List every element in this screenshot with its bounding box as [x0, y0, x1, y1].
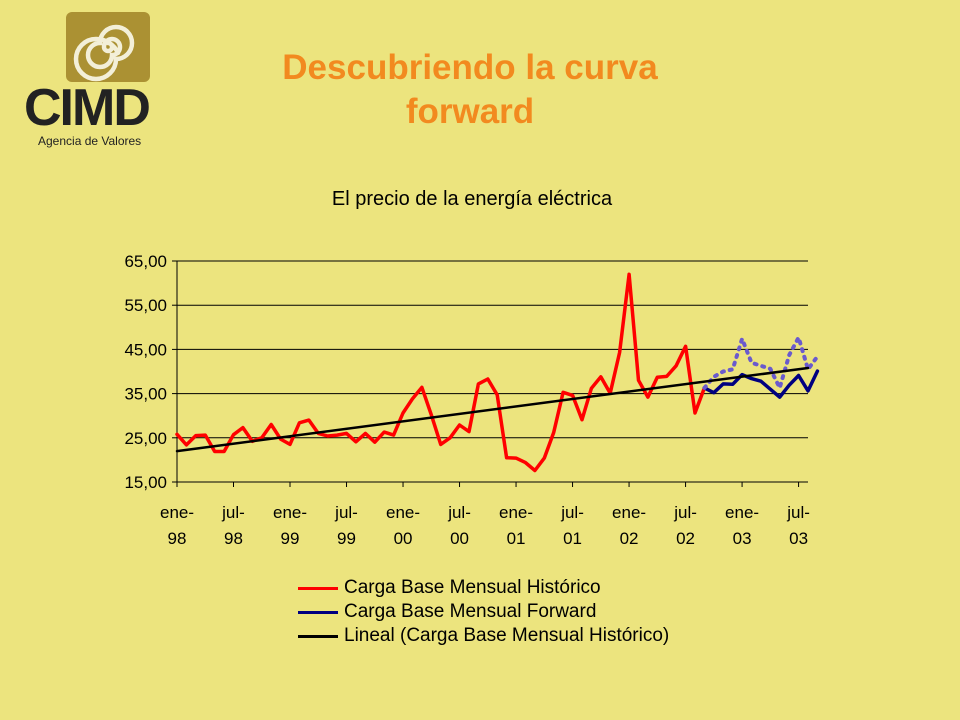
x-tick-label: ene- [273, 503, 307, 522]
logo-subtitle: Agencia de Valores [38, 134, 142, 148]
legend-swatch-historico [298, 586, 338, 590]
x-tick-label: 00 [394, 529, 413, 548]
logo-wordmark: CIMD [24, 79, 151, 137]
x-tick-label: jul- [447, 503, 471, 522]
y-tick-label: 45,00 [124, 340, 167, 359]
chart-grid [177, 260, 808, 439]
x-tick-label: 02 [620, 529, 639, 548]
x-tick-label: jul- [221, 503, 245, 522]
series-line-lineal [175, 366, 810, 453]
cimd-logo: CIMD Agencia de Valores [18, 8, 178, 148]
legend-label-historico: Carga Base Mensual Histórico [344, 577, 601, 598]
y-tick-label: 15,00 [124, 473, 167, 492]
x-tick-label: ene- [499, 503, 533, 522]
x-tick-label: ene- [386, 503, 420, 522]
x-tick-label: 02 [676, 529, 695, 548]
spiral-icon [73, 24, 135, 82]
page-title-line-1: Descubriendo la curva [282, 48, 658, 87]
x-tick-label: ene- [612, 503, 646, 522]
x-tick-label: jul- [786, 503, 810, 522]
page-title-line-2: forward [405, 92, 535, 131]
chart-series [175, 272, 820, 473]
chart-legend: Carga Base Mensual Histórico Carga Base … [298, 576, 669, 648]
x-tick-label: 98 [224, 529, 243, 548]
x-tick-label: 99 [337, 529, 356, 548]
x-tick-label: 03 [789, 529, 808, 548]
y-tick-label: 35,00 [124, 385, 167, 404]
y-axis: 65,00 55,00 45,00 35,00 25,00 15,00 [124, 252, 178, 492]
x-tick-label: jul- [334, 503, 358, 522]
chart-title: El precio de la energía eléctrica [332, 188, 613, 210]
x-tick-label: 98 [168, 529, 187, 548]
x-tick-label: 03 [733, 529, 752, 548]
logo-spiral-mark [66, 12, 150, 82]
x-tick-label: 01 [507, 529, 526, 548]
page-title: Descubriendo la curva forward [200, 46, 740, 134]
legend-label-lineal: Lineal (Carga Base Mensual Histórico) [344, 625, 670, 646]
x-tick-label: 00 [450, 529, 469, 548]
x-tick-label: jul- [673, 503, 697, 522]
x-tick-label: jul- [560, 503, 584, 522]
series-line-historico [175, 272, 707, 473]
x-tick-label: ene- [725, 503, 759, 522]
series-line-forward-dotted [702, 335, 820, 390]
y-tick-label: 55,00 [124, 296, 167, 315]
legend-label-forward: Carga Base Mensual Forward [344, 601, 597, 622]
legend-item-forward: Carga Base Mensual Forward [298, 600, 669, 624]
series-line-forward [702, 369, 820, 399]
legend-item-historico: Carga Base Mensual Histórico [298, 576, 669, 600]
y-tick-label: 65,00 [124, 252, 167, 271]
legend-item-lineal: Lineal (Carga Base Mensual Histórico) [298, 624, 669, 648]
x-axis: ene- 98 jul- 98 ene- 99 jul- 99 ene- 00 jul- 00 ene-… [160, 481, 810, 548]
legend-swatch-lineal [298, 634, 338, 638]
y-tick-label: 25,00 [124, 429, 167, 448]
x-tick-label: 99 [281, 529, 300, 548]
x-tick-label: 01 [563, 529, 582, 548]
x-tick-label: ene- [160, 503, 194, 522]
legend-swatch-forward [298, 610, 338, 614]
